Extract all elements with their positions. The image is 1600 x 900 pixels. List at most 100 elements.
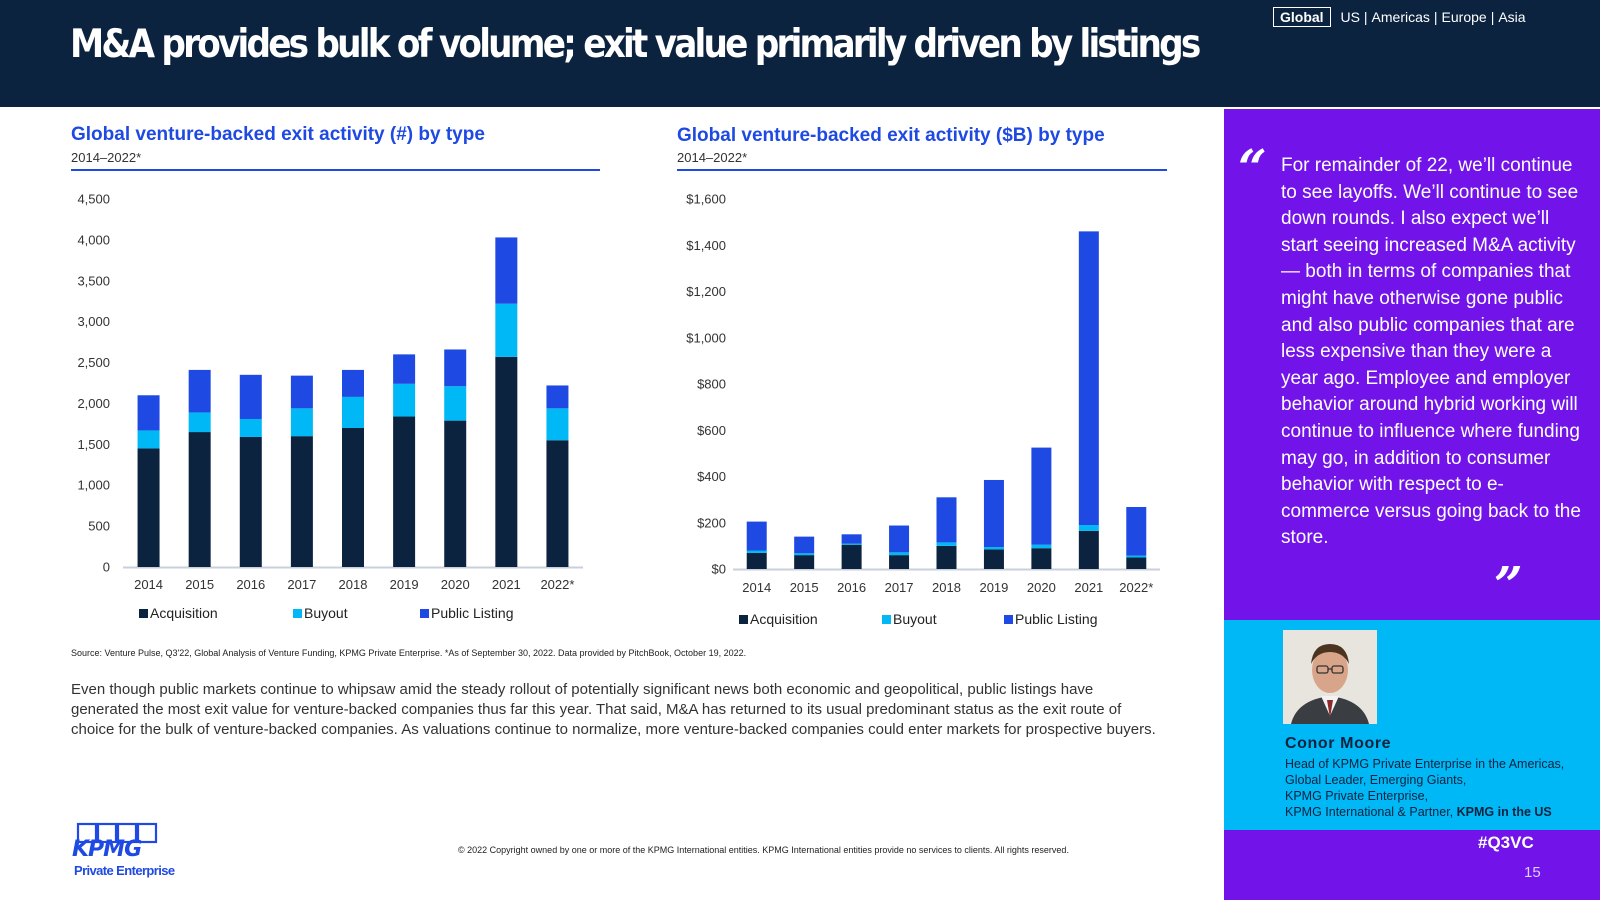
x-tick-label: 2014 [134,577,163,592]
logo-tagline: Private Enterprise [74,863,175,878]
bar-acquisition [1126,557,1147,569]
region-separator: | [1433,9,1438,25]
person-role-line: KPMG International & Partner, KPMG in th… [1285,804,1564,820]
bar-buyout [290,408,313,437]
bar-acquisition [188,432,211,567]
bar-public-listing [495,237,518,304]
region-separator: | [1490,9,1495,25]
chart-value-title: Global venture-backed exit activity ($B)… [677,125,1105,146]
bar-buyout [936,542,957,546]
y-tick-label: 500 [88,519,110,534]
legend-item-acquisition: Acquisition [739,611,818,627]
bar-buyout [546,408,569,441]
bar-public-listing [188,369,211,413]
person-name: Conor Moore [1285,735,1392,752]
y-tick-label: $400 [697,469,726,484]
page-title: M&A provides bulk of volume; exit value … [70,22,1201,67]
region-tab-europe[interactable]: Europe [1441,9,1487,25]
bar-buyout [495,303,518,357]
y-tick-label: $1,600 [686,192,726,207]
bar-buyout [1078,525,1099,531]
bar-buyout [983,547,1004,550]
bar-public-listing [393,354,416,384]
bar-buyout [137,430,160,449]
bar-public-listing [794,536,815,554]
hashtag: #Q3VC [1478,833,1534,852]
copyright-note: © 2022 Copyright owned by one or more of… [458,845,1069,855]
legend-swatch-buyout [882,615,891,624]
legend-swatch-acquisition [739,615,748,624]
bar-buyout [841,543,862,545]
region-nav: Global US | Americas | Europe | Asia [1273,7,1526,27]
y-tick-label: 3,000 [77,314,110,329]
bar-acquisition [137,448,160,567]
y-tick-label: $1,200 [686,284,726,299]
bar-public-listing [239,374,262,419]
bar-public-listing [444,349,467,387]
source-note: Source: Venture Pulse, Q3'22, Global Ana… [71,648,747,658]
y-tick-label: 4,000 [77,232,110,247]
x-tick-label: 2022* [1119,580,1153,595]
open-quote-mark: “ [1238,138,1267,197]
bar-acquisition [936,545,957,569]
bar-public-listing [137,395,160,431]
bar-acquisition [746,552,767,569]
y-tick-label: $0 [712,562,726,577]
person-role-line: Global Leader, Emerging Giants, [1285,773,1467,787]
y-tick-label: $1,000 [686,330,726,345]
x-tick-label: 2017 [287,577,316,592]
x-tick-label: 2021 [1074,580,1103,595]
y-tick-label: 2,000 [77,396,110,411]
legend-item-buyout: Buyout [882,611,937,627]
chart-value-rule [677,169,1167,171]
bar-acquisition [546,440,569,567]
y-tick-label: 2,500 [77,355,110,370]
header-bar [0,0,1600,107]
kpmg-logo: KPMG Private Enterprise [72,822,175,878]
bar-public-listing [1031,447,1052,545]
body-paragraph: Even though public markets continue to w… [71,681,1156,738]
legend-item-acquisition: Acquisition [139,605,218,621]
legend-label-public-listing: Public Listing [1015,611,1098,627]
legend-label-buyout: Buyout [304,605,348,621]
y-tick-label: $800 [697,377,726,392]
chart-value-subtitle: 2014–2022* [677,150,748,165]
bar-buyout [1126,555,1147,558]
x-tick-label: 2015 [185,577,214,592]
page-number: 15 [1524,864,1541,881]
bar-public-listing [746,521,767,551]
region-separator: | [1363,9,1368,25]
person-role-line: KPMG Private Enterprise, [1285,789,1429,803]
legend-label-public-listing: Public Listing [431,605,514,621]
bar-public-listing [1126,507,1147,556]
x-tick-label: 2015 [790,580,819,595]
chart-count-title: Global venture-backed exit activity (#) … [71,124,485,145]
person-photo [1283,630,1377,724]
region-tab-americas[interactable]: Americas [1371,9,1430,25]
x-tick-label: 2018 [339,577,368,592]
x-tick-label: 2019 [390,577,419,592]
close-quote-mark: ” [1494,555,1523,614]
bar-buyout [239,418,262,437]
bar-buyout [188,412,211,433]
person-role-last: KPMG International & Partner, [1285,805,1454,819]
bar-buyout [889,552,910,556]
quote-text: For remainder of 22, we’ll continue to s… [1281,155,1581,549]
y-tick-label: 0 [103,560,110,575]
region-tab-asia[interactable]: Asia [1498,9,1526,25]
legend-item-public-listing: Public Listing [420,605,514,621]
region-tab-us[interactable]: US [1340,9,1360,25]
y-tick-label: $200 [697,515,726,530]
bar-acquisition [983,549,1004,569]
legend-item-buyout: Buyout [293,605,348,621]
x-tick-label: 2018 [932,580,961,595]
logo-wordmark: KPMG [72,837,142,862]
person-role: Head of KPMG Private Enterprise in the A… [1285,756,1564,820]
y-tick-label: $1,400 [686,238,726,253]
legend-swatch-acquisition [139,609,148,618]
region-tab-global[interactable]: Global [1273,7,1331,27]
bar-buyout [393,383,416,417]
y-tick-label: 1,000 [77,478,110,493]
